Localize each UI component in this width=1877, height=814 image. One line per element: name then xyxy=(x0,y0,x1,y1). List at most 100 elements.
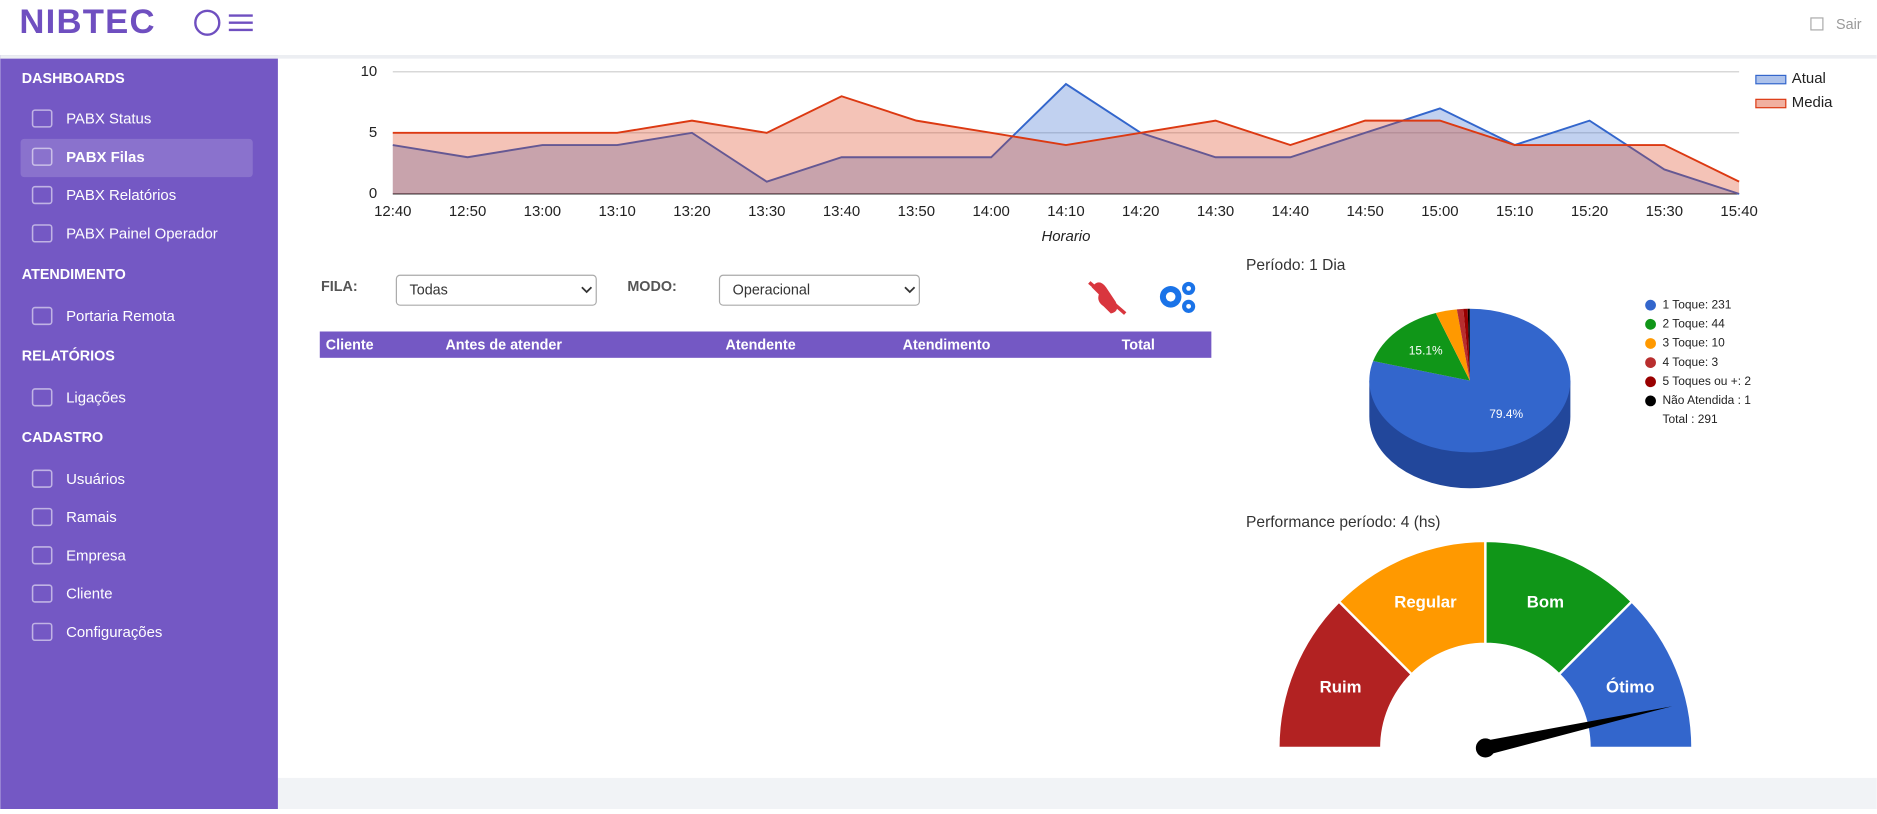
menu-toggle[interactable] xyxy=(228,14,253,32)
sidebar-icon xyxy=(31,584,53,603)
active-item-bg xyxy=(20,138,253,178)
sidebar-section: ATENDIMENTO xyxy=(22,267,126,283)
modo-select[interactable] xyxy=(718,274,920,306)
sidebar-icon xyxy=(31,507,53,527)
modo-value[interactable]: Operacional xyxy=(733,283,810,299)
x-tick-label: 14:40 xyxy=(1272,203,1309,220)
legend-label: 3 Toque: 10 xyxy=(1663,336,1726,350)
fila-value[interactable]: Todas xyxy=(410,283,448,299)
sidebar xyxy=(0,55,278,810)
legend-label: 1 Toque: 231 xyxy=(1663,297,1732,311)
sidebar-icon xyxy=(31,388,53,407)
chart-title: Performance período: 4 (hs) xyxy=(1246,514,1440,531)
x-tick-label: 13:10 xyxy=(598,203,635,220)
x-tick-label: 15:10 xyxy=(1496,203,1533,220)
settings-icon[interactable] xyxy=(1159,281,1196,313)
x-axis-label: Horario xyxy=(1041,228,1090,245)
sidebar-icon xyxy=(31,306,53,326)
sidebar-section: DASHBOARDS xyxy=(22,71,125,87)
legend-dot xyxy=(1645,376,1656,388)
x-tick-label: 15:00 xyxy=(1421,203,1458,220)
topbar-shadow xyxy=(0,55,1877,59)
sidebar-icon xyxy=(31,224,53,243)
sidebar-item[interactable]: PABX Filas xyxy=(66,149,145,166)
legend-label: 5 Toques ou +: 2 xyxy=(1663,374,1752,388)
pie-slice xyxy=(1369,308,1571,453)
pie-slice xyxy=(1456,308,1470,381)
modo-arrow xyxy=(904,286,916,294)
sidebar-section: CADASTRO xyxy=(22,430,103,446)
x-tick-label: 15:40 xyxy=(1720,203,1757,220)
gauge-label: Ótimo xyxy=(1606,677,1654,696)
legend-label: Media xyxy=(1792,94,1833,111)
x-tick-label: 14:50 xyxy=(1346,203,1383,220)
logout-icon[interactable] xyxy=(1810,17,1824,31)
table-column: Total xyxy=(1122,338,1155,354)
logout[interactable]: Sair xyxy=(1836,17,1862,33)
x-tick-label: 13:40 xyxy=(823,203,860,220)
fila-arrow xyxy=(581,286,593,294)
table-column: Cliente xyxy=(326,338,374,354)
area xyxy=(392,84,1740,194)
legend-label: 4 Toque: 3 xyxy=(1663,355,1719,369)
chart-title: Período: 1 Dia xyxy=(1246,257,1346,274)
pie-slice xyxy=(1463,308,1470,381)
legend-dot xyxy=(1645,338,1656,349)
x-tick-label: 14:00 xyxy=(972,203,1009,220)
gauge-needle xyxy=(1483,706,1673,755)
legend-dot xyxy=(1645,299,1656,311)
sidebar-item[interactable]: PABX Status xyxy=(66,111,151,128)
x-tick-label: 12:40 xyxy=(374,203,411,220)
gauge-label: Bom xyxy=(1527,593,1564,612)
sidebar-icon xyxy=(31,147,53,166)
topbar xyxy=(0,0,1877,56)
x-tick-label: 13:20 xyxy=(673,203,710,220)
table-column: Antes de atender xyxy=(445,338,562,354)
sidebar-item[interactable]: PABX Relatórios xyxy=(66,187,176,204)
brand[interactable]: NIBTEC xyxy=(19,3,155,41)
legend-dot xyxy=(1645,357,1656,368)
sidebar-icon xyxy=(31,109,53,128)
slice-label: 79.4% xyxy=(1489,407,1523,421)
sidebar-icon xyxy=(31,185,53,205)
legend-dot xyxy=(1645,395,1656,407)
sidebar-item[interactable]: Usuários xyxy=(66,471,125,488)
gauge-label: Ruim xyxy=(1320,677,1362,696)
x-tick-label: 14:10 xyxy=(1047,203,1084,220)
table-column: Atendimento xyxy=(903,338,991,354)
pie-slice xyxy=(1435,309,1470,381)
legend-dot xyxy=(1645,318,1656,330)
gauge-label: Regular xyxy=(1394,593,1457,612)
hangup-icon[interactable] xyxy=(1088,281,1127,315)
sidebar-item[interactable]: Ramais xyxy=(66,509,117,526)
sidebar-icon xyxy=(31,469,53,488)
legend-swatch xyxy=(1755,74,1787,85)
line xyxy=(392,95,1740,183)
x-tick-label: 15:20 xyxy=(1571,203,1608,220)
modo-label: MODO: xyxy=(627,279,676,295)
y-tick-label: 5 xyxy=(369,124,377,141)
y-tick-label: 10 xyxy=(361,63,378,80)
sidebar-item[interactable]: Portaria Remota xyxy=(66,308,175,325)
slice-label: 15.1% xyxy=(1409,343,1443,357)
sidebar-item[interactable]: PABX Painel Operador xyxy=(66,226,218,243)
legend-label: 2 Toque: 44 xyxy=(1663,316,1726,330)
pie-total: Total : 291 xyxy=(1663,412,1719,426)
y-tick-label: 0 xyxy=(369,185,377,202)
table-header xyxy=(319,331,1212,358)
sidebar-item[interactable]: Empresa xyxy=(66,547,126,564)
footer-strip xyxy=(277,777,1877,809)
sidebar-item[interactable]: Cliente xyxy=(66,586,113,603)
x-tick-label: 13:30 xyxy=(748,203,785,220)
legend-label: Atual xyxy=(1792,70,1826,87)
pie-slice xyxy=(1467,308,1470,381)
sidebar-icon xyxy=(31,546,53,565)
sidebar-item[interactable]: Ligações xyxy=(66,389,126,406)
sidebar-section: RELATÓRIOS xyxy=(22,346,115,364)
x-tick-label: 13:00 xyxy=(524,203,561,220)
fila-select[interactable] xyxy=(395,274,597,306)
table-column: Atendente xyxy=(725,338,795,354)
sidebar-item[interactable]: Configurações xyxy=(66,624,162,641)
brand-logo xyxy=(194,9,221,36)
